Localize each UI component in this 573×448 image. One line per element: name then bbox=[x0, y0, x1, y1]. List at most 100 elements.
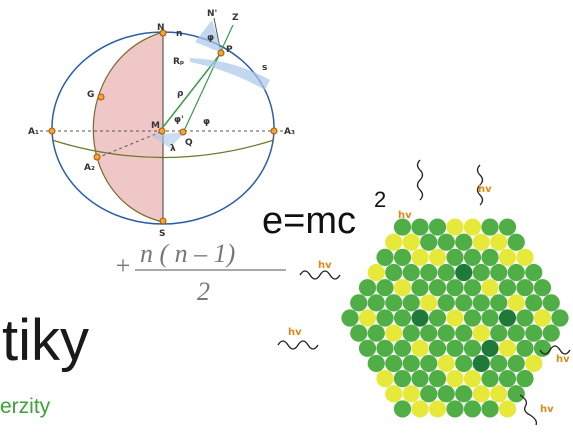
photon-wave bbox=[277, 340, 319, 350]
nucleon bbox=[393, 248, 412, 266]
label: Rₚ bbox=[173, 57, 184, 67]
point bbox=[93, 153, 101, 161]
label: P bbox=[226, 45, 233, 55]
nucleon bbox=[402, 263, 420, 282]
nucleon bbox=[446, 218, 464, 236]
nucleon bbox=[411, 370, 429, 388]
nucleon bbox=[551, 309, 569, 327]
meridian-section bbox=[92, 31, 164, 223]
label: λ bbox=[170, 144, 176, 154]
nucleon bbox=[437, 385, 455, 403]
nucleon bbox=[367, 324, 385, 342]
nucleon bbox=[507, 294, 525, 312]
nucleon bbox=[490, 294, 508, 312]
nucleon bbox=[428, 339, 447, 357]
nucleon bbox=[533, 309, 552, 327]
nucleon bbox=[367, 263, 385, 282]
label: A₂ bbox=[84, 163, 95, 173]
label: S bbox=[159, 229, 165, 239]
nucleon bbox=[481, 279, 499, 297]
nucleus bbox=[341, 218, 569, 418]
point bbox=[159, 217, 167, 225]
nucleon bbox=[525, 263, 543, 282]
nucleon bbox=[507, 324, 525, 342]
nucleon bbox=[446, 309, 464, 327]
nucleon bbox=[402, 233, 420, 251]
nucleon bbox=[393, 339, 412, 357]
nucleon bbox=[420, 354, 438, 373]
nucleon bbox=[463, 218, 482, 236]
nucleon bbox=[420, 233, 438, 251]
point bbox=[179, 128, 187, 136]
nucleon bbox=[498, 370, 517, 388]
label: n bbox=[176, 29, 182, 39]
nucleon bbox=[376, 339, 394, 357]
nucleon bbox=[446, 400, 464, 418]
photon-label: hv bbox=[398, 210, 412, 221]
nucleon bbox=[463, 248, 482, 266]
nucleon bbox=[446, 339, 464, 357]
point bbox=[158, 127, 166, 135]
fraction-denominator: 2 bbox=[197, 277, 210, 306]
nucleon bbox=[358, 339, 377, 357]
nucleon bbox=[367, 354, 385, 373]
normal-line bbox=[182, 24, 234, 134]
label: N' bbox=[207, 9, 217, 19]
nucleon bbox=[498, 279, 517, 297]
nucleon bbox=[490, 263, 508, 282]
nucleon bbox=[437, 294, 455, 312]
nucleon bbox=[385, 233, 403, 251]
nucleon bbox=[472, 385, 490, 403]
nucleon bbox=[455, 233, 473, 251]
nucleon bbox=[446, 370, 464, 388]
nucleon bbox=[472, 324, 490, 342]
nucleon bbox=[472, 263, 490, 282]
photon-label: hv bbox=[556, 354, 570, 365]
nucleon bbox=[481, 400, 499, 418]
nucleon bbox=[507, 233, 525, 251]
nucleon bbox=[358, 279, 377, 297]
label: s bbox=[262, 63, 267, 73]
nucleon bbox=[385, 354, 403, 373]
nucleon bbox=[446, 248, 464, 266]
label: M bbox=[151, 121, 160, 131]
nucleon bbox=[463, 309, 482, 327]
nucleon bbox=[402, 385, 420, 403]
photon-wave bbox=[539, 345, 571, 355]
nucleon bbox=[455, 385, 473, 403]
nucleon bbox=[341, 309, 359, 327]
nucleon bbox=[481, 309, 499, 327]
label: A₁ bbox=[28, 127, 39, 137]
energy-exponent: 2 bbox=[374, 187, 386, 212]
nucleon bbox=[455, 263, 473, 282]
nucleon bbox=[516, 248, 534, 266]
nucleon bbox=[455, 294, 473, 312]
photon-wave bbox=[299, 270, 341, 280]
nucleon bbox=[481, 248, 499, 266]
point bbox=[97, 93, 105, 101]
nucleon bbox=[393, 400, 412, 418]
nucleon bbox=[393, 218, 412, 236]
nucleon bbox=[498, 339, 517, 357]
nucleon bbox=[393, 309, 412, 327]
nucleon bbox=[446, 279, 464, 297]
angle-wedge bbox=[195, 20, 222, 53]
angle-wedge bbox=[150, 132, 185, 148]
ellipsoid-diagram: N N' Z φ n P Rₚ s G ρ M φ' φ λ Q A₁ A₃ A… bbox=[28, 9, 295, 239]
label: G bbox=[87, 90, 94, 100]
nucleon bbox=[463, 279, 482, 297]
nucleon bbox=[350, 324, 368, 342]
photon-label: hv bbox=[318, 260, 332, 271]
nucleon bbox=[385, 385, 403, 403]
label: Q bbox=[185, 138, 193, 148]
nucleon bbox=[428, 279, 447, 297]
nucleon bbox=[533, 279, 552, 297]
nucleon bbox=[490, 354, 508, 373]
nucleon bbox=[498, 309, 517, 327]
nucleon bbox=[525, 294, 543, 312]
label: φ' bbox=[174, 115, 184, 125]
nucleon bbox=[472, 294, 490, 312]
nucleon bbox=[428, 248, 447, 266]
subheading: erzity bbox=[0, 395, 51, 418]
